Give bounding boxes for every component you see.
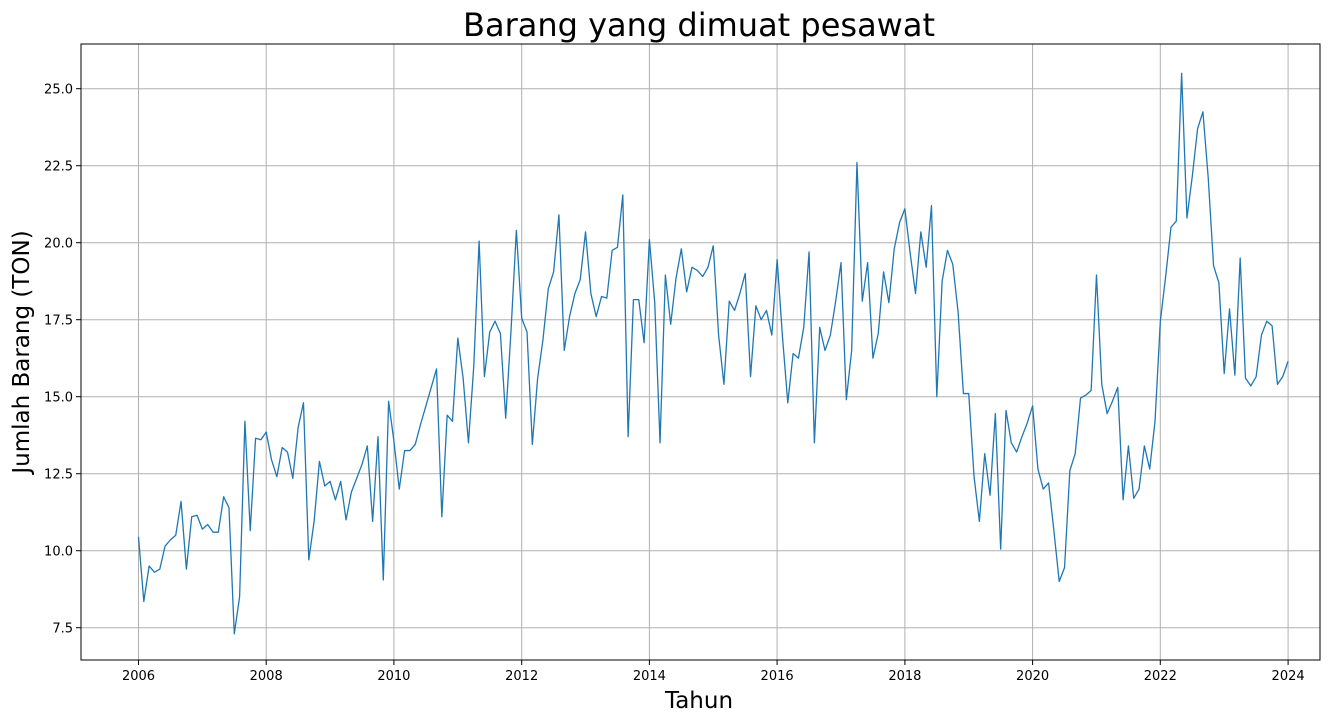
x-tick-label: 2012 (505, 669, 538, 684)
grid (81, 44, 1320, 660)
x-axis-label: Tahun (664, 688, 733, 714)
y-tick-label: 17.5 (44, 314, 73, 329)
plot-frame (80, 43, 1321, 661)
x-tick-label: 2016 (761, 669, 794, 684)
x-tick-label: 2006 (122, 669, 155, 684)
series-group (137, 72, 1289, 635)
y-tick-label: 10.0 (44, 545, 73, 560)
x-tick-label: 2020 (1016, 669, 1049, 684)
x-tick-label: 2024 (1272, 669, 1305, 684)
y-tick-label: 7.5 (52, 622, 73, 637)
y-axis: 7.5 10.0 12.5 15.0 17.5 20.0 22.5 25.0 (44, 83, 81, 637)
chart-title: Barang yang dimuat pesawat (463, 6, 935, 44)
x-tick-label: 2018 (888, 669, 921, 684)
series-line (137, 72, 1289, 635)
x-tick-label: 2008 (250, 669, 283, 684)
y-axis-label: Jumlah Barang (TON) (9, 230, 35, 475)
y-tick-label: 25.0 (44, 83, 73, 98)
x-tick-label: 2014 (633, 669, 666, 684)
x-axis: 2006 2008 2010 2012 2014 2016 2018 2020 2022 2024 (122, 660, 1305, 684)
y-tick-label: 15.0 (44, 391, 73, 406)
x-tick-label: 2022 (1144, 669, 1177, 684)
y-tick-label: 22.5 (44, 160, 73, 175)
y-tick-label: 12.5 (44, 468, 73, 483)
y-tick-label: 20.0 (44, 237, 73, 252)
x-tick-label: 2010 (377, 669, 410, 684)
